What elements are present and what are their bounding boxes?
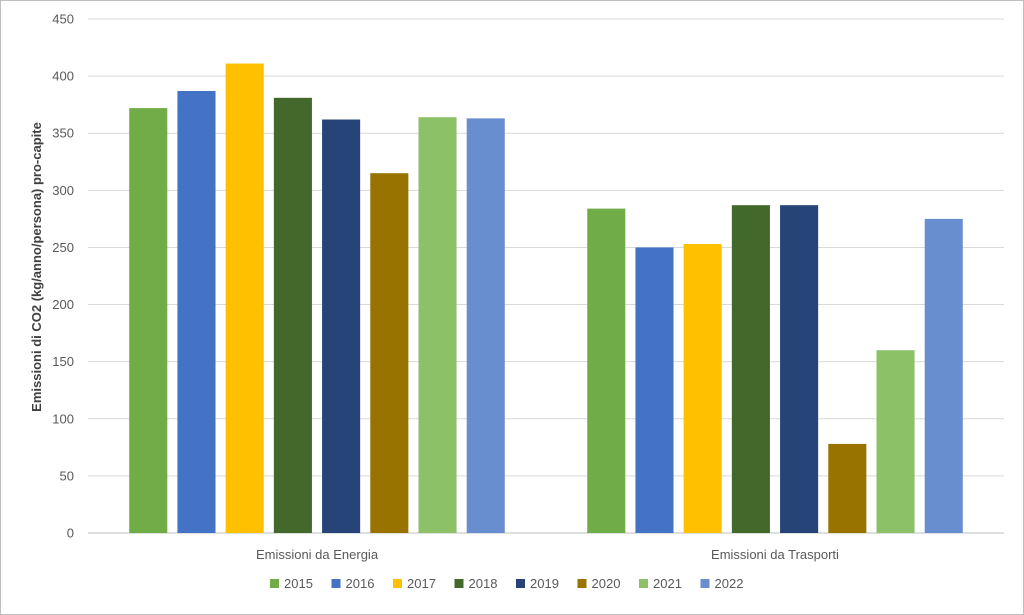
legend-label-2017: 2017 (407, 576, 436, 591)
gridlines (88, 18, 1004, 534)
x-category-label: Emissioni da Trasporti (711, 547, 839, 562)
bar-2021-energia (418, 117, 457, 533)
bar-2022-trasporti (924, 218, 963, 533)
y-tick-label: 300 (52, 183, 74, 198)
bar-2019-trasporti (780, 205, 819, 533)
bar-2018-trasporti (731, 205, 770, 533)
y-axis-title: Emissioni di CO2 (kg/anno/persona) pro-c… (29, 122, 44, 412)
bar-2015-energia (129, 108, 168, 534)
bar-2015-trasporti (587, 208, 626, 533)
bar-2020-trasporti (828, 443, 867, 533)
legend-swatch-2015 (270, 579, 279, 588)
y-axis-ticks: 0 50 100 150 200 250 300 350 400 450 (52, 12, 74, 541)
bar-2019-energia (322, 119, 361, 533)
legend-label-2022: 2022 (715, 576, 744, 591)
y-tick-label: 350 (52, 126, 74, 141)
legend-label-2015: 2015 (284, 576, 313, 591)
bar-2016-trasporti (635, 247, 674, 533)
legend-swatch-2020 (577, 579, 587, 588)
x-axis-categories: Emissioni da Energia Emissioni da Traspor… (256, 547, 839, 562)
x-category-label: Emissioni da Energia (256, 547, 379, 562)
bars (129, 63, 963, 534)
bar-2016-energia (177, 90, 216, 534)
bar-2020-energia (370, 173, 409, 533)
bar-2022-energia (466, 118, 505, 533)
legend-label-2018: 2018 (469, 576, 498, 591)
legend-label-2021: 2021 (653, 576, 682, 591)
legend-label-2019: 2019 (530, 576, 559, 591)
bar-2021-trasporti (876, 350, 915, 533)
legend-label-2020: 2020 (592, 576, 621, 591)
bar-2017-trasporti (683, 244, 722, 534)
legend-swatch-2018 (454, 579, 464, 588)
legend: 2015 2016 2017 2018 2019 2020 2021 2022 (270, 576, 743, 591)
y-tick-label: 250 (52, 240, 74, 255)
legend-swatch-2017 (393, 579, 402, 588)
y-tick-label: 450 (52, 12, 74, 27)
y-tick-label: 200 (52, 297, 74, 312)
y-tick-label: 0 (67, 526, 74, 541)
y-tick-label: 150 (52, 354, 74, 369)
legend-swatch-2019 (516, 579, 525, 588)
legend-swatch-2021 (639, 579, 648, 588)
y-tick-label: 400 (52, 69, 74, 84)
legend-swatch-2022 (700, 579, 710, 588)
y-tick-label: 100 (52, 411, 74, 426)
legend-swatch-2016 (331, 579, 341, 588)
y-tick-label: 50 (60, 468, 74, 483)
bar-2017-energia (225, 63, 264, 534)
bar-2018-energia (273, 97, 312, 534)
legend-label-2016: 2016 (346, 576, 375, 591)
